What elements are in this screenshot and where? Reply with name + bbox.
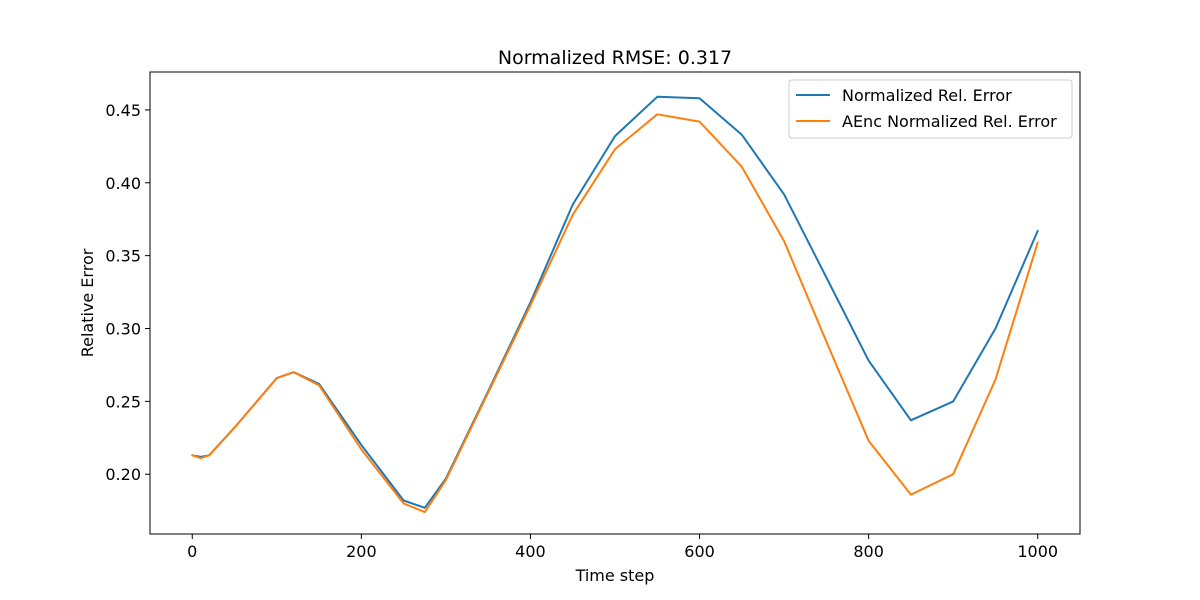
x-tick-label: 200 (346, 542, 377, 561)
series-line-aenc-normalized-rel-error (191, 113, 1039, 514)
x-tick-label: 1000 (1017, 542, 1058, 561)
legend-box (788, 79, 1073, 139)
y-tick-label: 0.20 (105, 465, 141, 484)
y-tick-label: 0.35 (105, 247, 141, 266)
y-tick-label: 0.40 (105, 174, 141, 193)
y-tick-label: 0.30 (105, 320, 141, 339)
chart-title: Normalized RMSE: 0.317 (498, 47, 732, 69)
legend-label-normalized-rel-error: Normalized Rel. Error (842, 86, 1012, 105)
y-tick-label: 0.25 (105, 392, 141, 411)
series-layer (191, 95, 1039, 514)
y-axis: 0.20 0.25 0.30 0.35 0.40 0.45 (105, 101, 150, 484)
legend: Normalized Rel. Error AEnc Normalized Re… (788, 79, 1073, 139)
x-axis: 0 200 400 600 800 1000 (187, 534, 1058, 561)
legend-label-aenc-normalized-rel-error: AEnc Normalized Rel. Error (842, 112, 1057, 131)
y-tick-label: 0.45 (105, 101, 141, 120)
plot-frame (149, 71, 1081, 535)
y-axis-label: Relative Error (78, 248, 97, 357)
x-tick-label: 800 (853, 542, 884, 561)
x-axis-label: Time step (575, 566, 655, 585)
x-tick-label: 0 (187, 542, 197, 561)
x-tick-label: 600 (684, 542, 715, 561)
x-tick-label: 400 (515, 542, 546, 561)
